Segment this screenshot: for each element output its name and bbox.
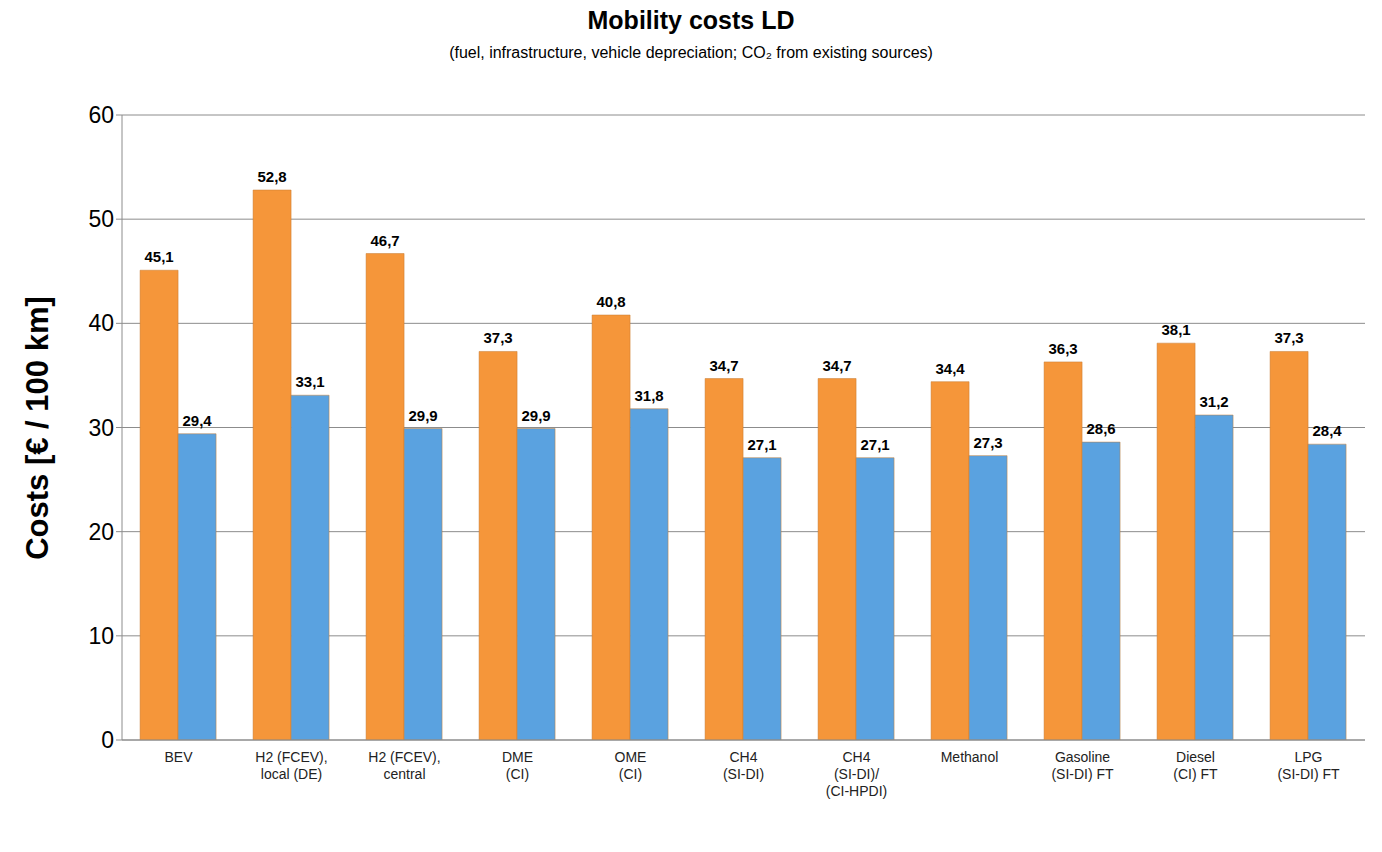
html-text:Costs [€ / 100 km]: Costs [€ / 100 km] [20,296,55,560]
svg-text:33,1: 33,1 [295,373,324,390]
svg-text:40: 40 [88,310,114,336]
svg-text:31,2: 31,2 [1199,393,1228,410]
svg-text:27,1: 27,1 [747,436,776,453]
svg-text:28,4: 28,4 [1312,422,1342,439]
svg-text:38,1: 38,1 [1161,321,1190,338]
svg-text:45,1: 45,1 [144,248,173,265]
svg-text:H2 (FCEV),local (DE): H2 (FCEV),local (DE) [255,749,327,782]
svg-text:36,3: 36,3 [1048,340,1077,357]
svg-text:20: 20 [88,519,114,545]
svg-text:10: 10 [88,623,114,649]
svg-text:OME(CI): OME(CI) [615,749,647,782]
svg-text:31,8: 31,8 [634,387,663,404]
svg-text:0: 0 [101,727,114,753]
svg-text:CH4(SI-DI): CH4(SI-DI) [723,749,764,782]
svg-text:Gasoline(SI-DI) FT: Gasoline(SI-DI) FT [1051,749,1114,782]
svg-text:H2 (FCEV),central: H2 (FCEV),central [368,749,440,782]
svg-text:27,1: 27,1 [860,436,889,453]
svg-text:46,7: 46,7 [370,232,399,249]
svg-text:29,9: 29,9 [521,407,550,424]
svg-text:Diesel(CI) FT: Diesel(CI) FT [1173,749,1218,782]
svg-text:37,3: 37,3 [483,329,512,346]
svg-text:34,7: 34,7 [709,357,738,374]
svg-text:30: 30 [88,415,114,441]
html-text:(fuel, infrastructure, vehicle: (fuel, infrastructure, vehicle depreciat… [449,44,933,61]
svg-text:37,3: 37,3 [1274,329,1303,346]
svg-text:BEV: BEV [164,749,193,765]
svg-text:29,9: 29,9 [408,407,437,424]
svg-text:28,6: 28,6 [1086,420,1115,437]
svg-text:40,8: 40,8 [596,293,625,310]
svg-text:52,8: 52,8 [257,168,286,185]
svg-text:29,4: 29,4 [182,412,212,429]
svg-text:34,7: 34,7 [822,357,851,374]
svg-text:60: 60 [88,102,114,128]
html-text:Mobility costs LD: Mobility costs LD [587,6,795,34]
svg-text:LPG(SI-DI) FT: LPG(SI-DI) FT [1277,749,1340,782]
svg-text:34,4: 34,4 [935,360,965,377]
svg-text:DME(CI): DME(CI) [502,749,533,782]
svg-text:CH4(SI-DI)/(CI-HPDI): CH4(SI-DI)/(CI-HPDI) [826,749,887,799]
svg-text:50: 50 [88,206,114,232]
svg-text:Methanol: Methanol [941,749,999,765]
svg-text:27,3: 27,3 [973,434,1002,451]
